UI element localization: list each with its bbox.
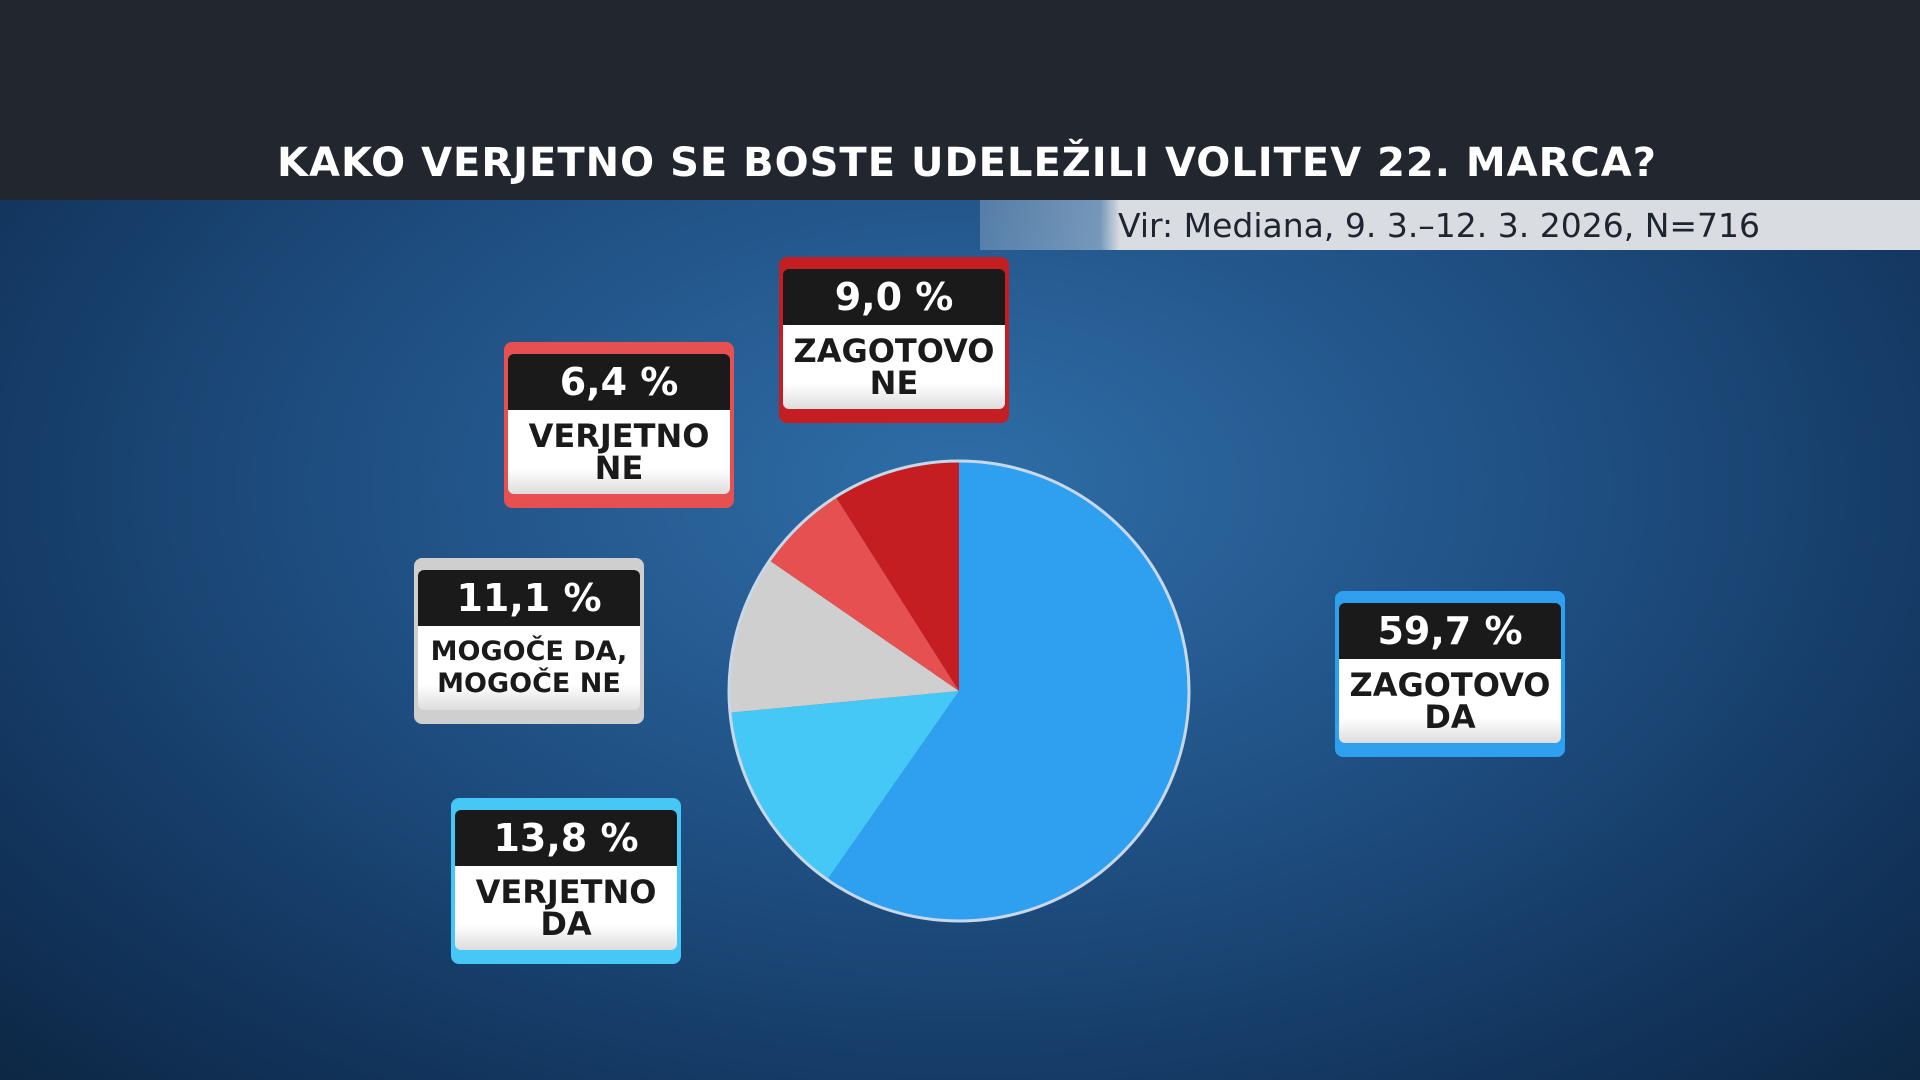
pie-slice	[730, 691, 959, 880]
source: Vir: Mediana, 9. 3.–12. 3. 2026, N=716	[1118, 206, 1761, 245]
value-label: 11,1 %	[418, 570, 640, 626]
category-label: VERJETNO DA	[455, 866, 677, 950]
category-label: ZAGOTOVO DA	[1339, 659, 1561, 743]
value-label: 13,8 %	[455, 810, 677, 866]
label-box: 13,8 % VERJETNO DA	[451, 798, 681, 964]
label-box: 11,1 % MOGOČE DA, MOGOČE NE	[414, 558, 644, 724]
category-label: MOGOČE DA, MOGOČE NE	[418, 626, 640, 710]
label-box: 9,0 % ZAGOTOVO NE	[779, 257, 1009, 423]
pie-outline	[727, 459, 1191, 923]
chart-title: KAKO VERJETNO SE BOSTE UDELEŽILI VOLITEV…	[277, 140, 1657, 186]
label-box: 6,4 % VERJETNO NE	[504, 342, 734, 508]
value-label: 6,4 %	[508, 354, 730, 410]
category-label: ZAGOTOVO NE	[783, 325, 1005, 409]
pie-slice	[835, 461, 959, 691]
pie-slice	[769, 496, 959, 691]
category-label: VERJETNO NE	[508, 410, 730, 494]
pie-slice	[729, 560, 959, 713]
label-box: 59,7 % ZAGOTOVO DA	[1335, 591, 1565, 757]
value-label: 59,7 %	[1339, 603, 1561, 659]
value-label: 9,0 %	[783, 269, 1005, 325]
top-bar	[0, 0, 1920, 200]
pie-slice	[827, 461, 1189, 921]
source-bar	[980, 200, 1920, 250]
